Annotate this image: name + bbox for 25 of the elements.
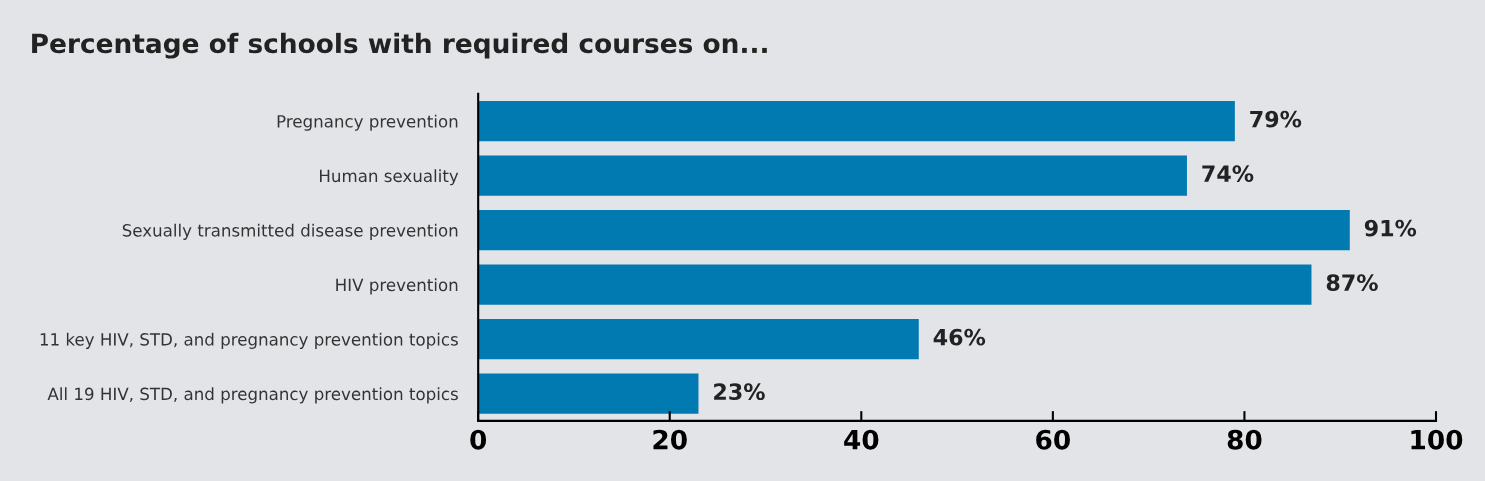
x-tick-label: 20	[653, 429, 687, 450]
y-tick-label: Sexually transmitted disease prevention	[122, 223, 458, 240]
x-tick-label: 60	[1036, 429, 1070, 450]
y-tick-label: HIV prevention	[336, 278, 458, 295]
bar	[478, 373, 699, 414]
bar	[478, 155, 1187, 196]
y-tick-label: 11 key HIV, STD, and pregnancy prevention topics	[40, 332, 458, 349]
chart-title: Percentage of schools with required courses on...	[32, 32, 767, 59]
x-tick-label: 80	[1227, 429, 1262, 450]
data-label: 87%	[1326, 274, 1378, 292]
x-tick-label: 40	[844, 429, 879, 450]
data-label: 74%	[1202, 165, 1254, 183]
x-tick-label: 100	[1411, 429, 1463, 450]
y-tick-label: Human sexuality	[320, 169, 459, 186]
data-label: 23%	[714, 383, 765, 401]
bar	[478, 264, 1312, 305]
data-label: 46%	[933, 328, 986, 346]
y-tick-label: Pregnancy prevention	[277, 114, 458, 131]
bar	[478, 209, 1350, 251]
y-tick-label: All 19 HIV, STD, and pregnancy prevention topics	[47, 387, 458, 404]
x-tick-label: 0	[470, 429, 487, 450]
data-label: 91%	[1364, 219, 1417, 237]
data-label: 79%	[1250, 110, 1302, 128]
bar	[478, 100, 1235, 142]
bar	[478, 318, 919, 360]
